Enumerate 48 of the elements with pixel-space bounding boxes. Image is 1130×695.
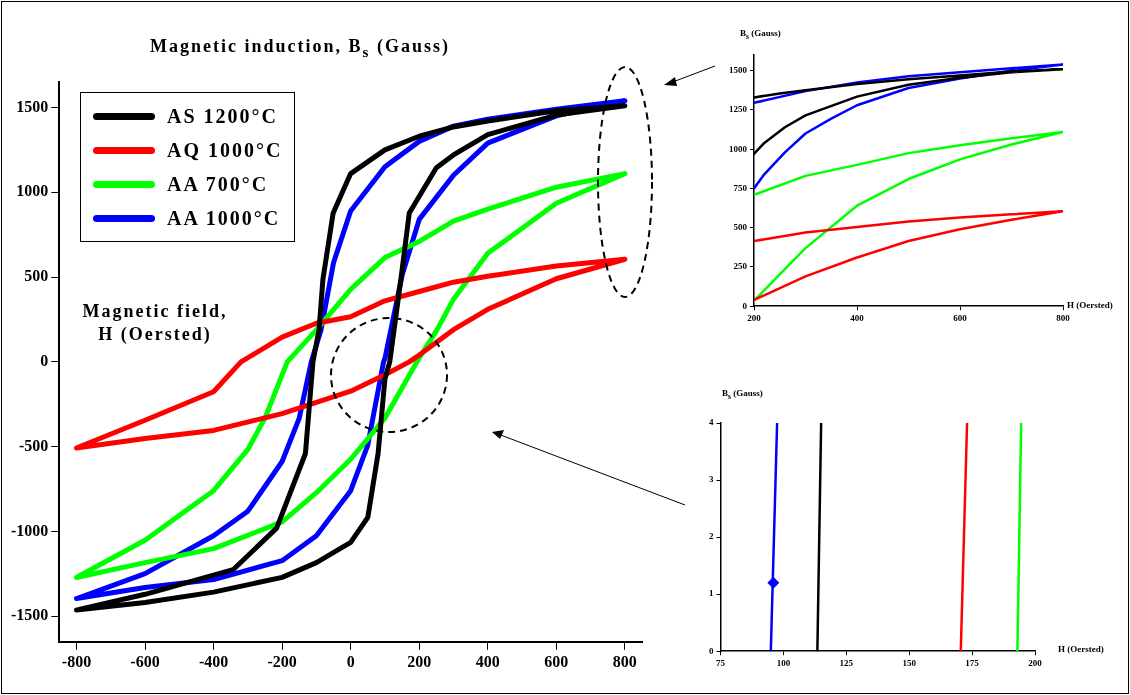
y-tick-label: -1500 (11, 606, 49, 624)
x-tick-label: 100 (776, 657, 791, 668)
y-tick-label: 500 (24, 267, 49, 285)
y-tick-label: 1250 (729, 104, 748, 115)
y-tick-label: 1000 (729, 143, 748, 154)
x-axis-title: Magnetic field, H (Oersted) (81, 300, 229, 347)
y-tick-label: 1500 (729, 65, 748, 76)
y-tick-label: 500 (733, 222, 748, 233)
x-tick-label: 600 (953, 312, 968, 323)
x-tick-label: 200 (407, 652, 432, 670)
x-axis-title: H (Oersted) (1067, 300, 1114, 312)
y-tick-label: 4 (709, 417, 714, 428)
y-tick-label: 0 (40, 352, 49, 370)
y-tick-label: 0 (709, 645, 714, 656)
x-tick-label: 400 (850, 312, 865, 323)
x-tick-label: 600 (544, 652, 569, 670)
x-tick-label: 175 (965, 657, 980, 668)
y-tick-label: -1000 (11, 521, 49, 539)
legend-label: AA 700°C (167, 172, 269, 196)
x-tick-label: 400 (475, 652, 500, 670)
y-tick-label: 750 (733, 182, 748, 193)
x-axis-title: H (Oersted) (1058, 644, 1105, 656)
x-tick-label: 200 (1028, 657, 1043, 668)
x-tick-label: 125 (839, 657, 854, 668)
y-axis-title: Magnetic induction, B$_{s}$ (Gauss) (149, 35, 451, 62)
x-tick-label: -200 (267, 652, 297, 670)
x-tick-label: -600 (130, 652, 160, 670)
y-tick-label: -500 (19, 436, 49, 454)
x-tick-label: 0 (346, 652, 355, 670)
x-tick-label: 150 (902, 657, 917, 668)
y-axis-title: B$_{s}$ (Gauss) (722, 388, 764, 402)
y-axis-title: B$_{s}$ (Gauss) (740, 28, 782, 42)
y-tick-label: 250 (733, 261, 748, 272)
x-tick-label: 800 (612, 652, 637, 670)
y-tick-label: 3 (709, 474, 714, 485)
legend-label: AQ 1000°C (167, 138, 283, 162)
x-tick-label: -400 (198, 652, 229, 670)
y-tick-label: 1 (709, 588, 714, 599)
legend-label: AA 1000°C (167, 206, 281, 230)
y-tick-label: 1000 (16, 182, 49, 200)
y-tick-label: 1500 (16, 97, 49, 115)
y-tick-label: 0 (742, 300, 748, 311)
x-tick-label: 75 (716, 657, 726, 668)
x-tick-label: -800 (61, 652, 92, 670)
y-tick-label: 2 (709, 531, 714, 542)
x-tick-label: 200 (747, 312, 762, 323)
legend-label: AS 1200°C (167, 104, 279, 128)
x-tick-label: 800 (1056, 312, 1071, 323)
